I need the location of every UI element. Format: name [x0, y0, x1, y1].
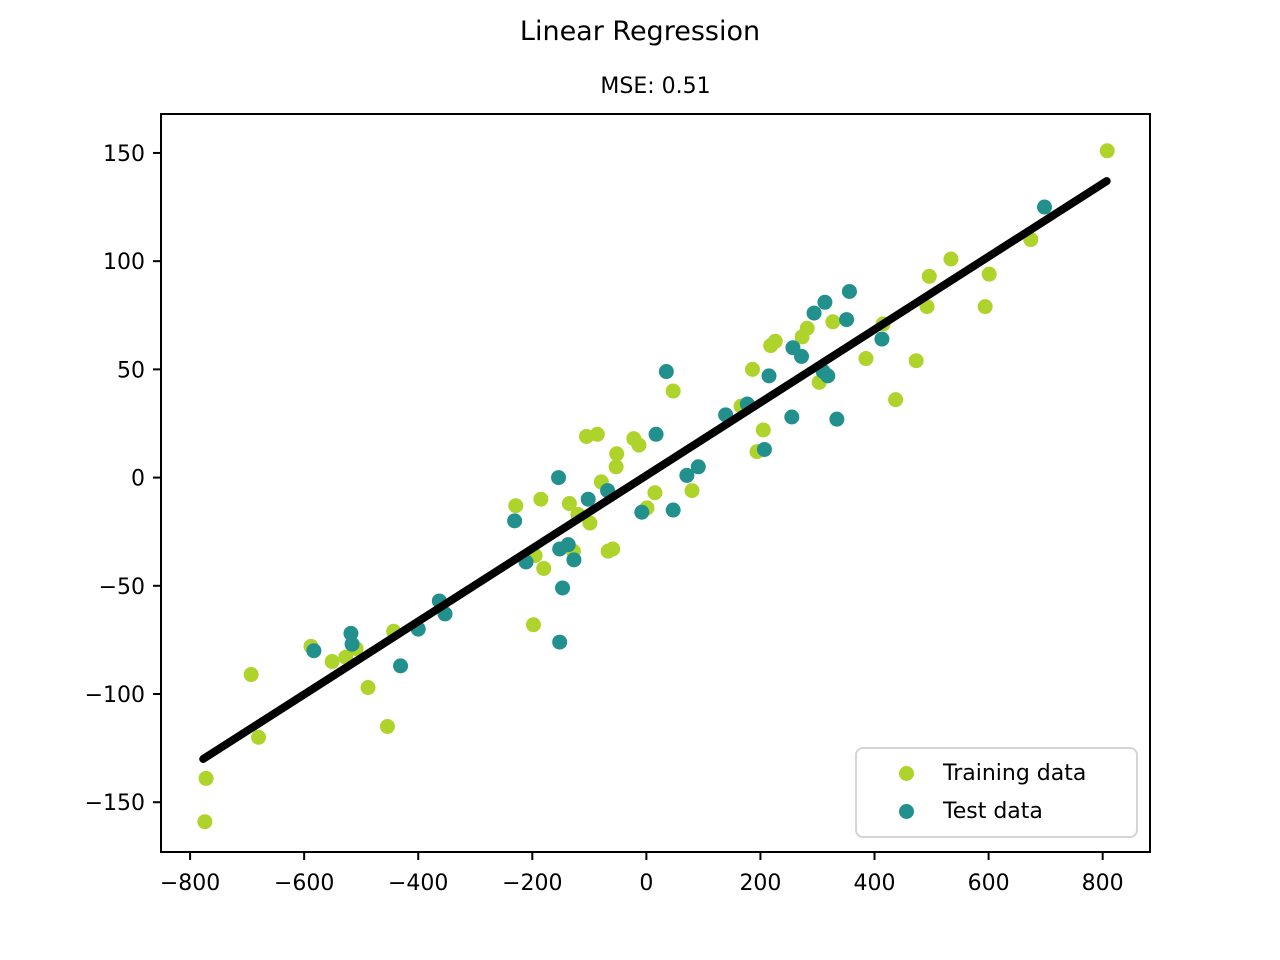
scatter-point	[1036, 199, 1052, 215]
chart-subtitle-mse: MSE: 0.51	[600, 74, 711, 99]
axes-frame	[160, 113, 1151, 853]
scatter-point	[874, 331, 890, 347]
scatter-point	[921, 268, 937, 284]
legend: Training data Test data	[855, 747, 1138, 838]
scatter-point	[552, 634, 568, 650]
scatter-point	[536, 560, 552, 576]
scatter-point	[251, 729, 267, 745]
scatter-point	[608, 459, 624, 475]
x-tick-label: 400	[854, 871, 896, 896]
scatter-point	[658, 364, 674, 380]
scatter-point	[665, 502, 681, 518]
scatter-point	[679, 467, 695, 483]
scatter-point	[566, 552, 582, 568]
scatter-point	[306, 643, 322, 659]
x-tick-label: −200	[502, 871, 562, 896]
scatter-point	[609, 446, 625, 462]
scatter-point	[817, 294, 833, 310]
regression-line	[199, 177, 1111, 763]
x-tick-label: −800	[160, 871, 220, 896]
scatter-point	[580, 491, 596, 507]
scatter-point	[243, 667, 259, 683]
scatter-point	[525, 617, 541, 633]
scatter-point	[767, 333, 783, 349]
scatter-point	[648, 426, 664, 442]
scatter-point	[858, 351, 874, 367]
scatter-point	[393, 658, 409, 674]
scatter-point	[981, 266, 997, 282]
legend-label-training: Training data	[943, 761, 1087, 787]
scatter-point	[605, 541, 621, 557]
scatter-point	[533, 491, 549, 507]
scatter-point	[508, 498, 524, 514]
scatter-point	[582, 515, 598, 531]
scatter-point	[829, 411, 845, 427]
scatter-point	[744, 361, 760, 377]
scatter-point	[977, 299, 993, 315]
scatter-point	[507, 513, 523, 529]
scatter-point	[756, 441, 772, 457]
scatter-point	[1099, 143, 1115, 159]
scatter-point	[589, 426, 605, 442]
y-tick-label: −150	[85, 791, 145, 816]
scatter-point	[799, 320, 815, 336]
x-tick-label: 600	[968, 871, 1010, 896]
scatter-point	[755, 422, 771, 438]
scatter-point	[684, 483, 700, 499]
legend-label-test: Test data	[943, 798, 1043, 824]
scatter-point	[784, 409, 800, 425]
x-tick-label: −600	[274, 871, 334, 896]
scatter-point	[560, 537, 576, 553]
scatter-point	[344, 636, 360, 652]
scatter-point	[379, 718, 395, 734]
test-marker-icon	[899, 803, 914, 819]
scatter-point	[360, 680, 376, 696]
scatter-point	[690, 459, 706, 475]
scatter-point	[324, 654, 340, 670]
x-tick-label: 800	[1082, 871, 1124, 896]
scatter-point	[551, 470, 567, 486]
scatter-point	[820, 368, 836, 384]
scatter-point	[647, 485, 663, 501]
y-tick-label: −50	[99, 575, 145, 600]
scatter-point	[839, 312, 855, 328]
scatter-point	[634, 504, 650, 520]
scatter-point	[841, 283, 857, 299]
x-tick-label: 200	[739, 871, 781, 896]
scatter-point	[665, 383, 681, 399]
scatter-point	[631, 437, 647, 453]
y-tick-label: 50	[117, 358, 145, 383]
scatter-point	[761, 368, 777, 384]
scatter-point	[943, 251, 959, 267]
scatter-point	[561, 496, 577, 512]
scatter-point	[197, 814, 213, 830]
y-tick-label: 0	[131, 467, 145, 492]
y-tick-label: −100	[85, 683, 145, 708]
scatter-point	[198, 770, 214, 786]
scatter-point	[343, 625, 359, 641]
scatter-point	[888, 392, 904, 408]
scatter-point	[555, 580, 571, 596]
chart-title: Linear Regression	[519, 16, 761, 47]
y-tick-label: 100	[103, 250, 145, 275]
training-marker-icon	[899, 766, 914, 782]
scatter-point	[825, 314, 841, 330]
legend-entry-test: Test data	[857, 799, 1136, 824]
x-tick-label: −400	[388, 871, 448, 896]
y-tick-label: 150	[103, 142, 145, 167]
scatter-point	[908, 353, 924, 369]
scatter-point	[794, 348, 810, 364]
scatter-point	[806, 305, 822, 321]
x-tick-label: 0	[639, 871, 653, 896]
legend-entry-training: Training data	[857, 761, 1136, 786]
